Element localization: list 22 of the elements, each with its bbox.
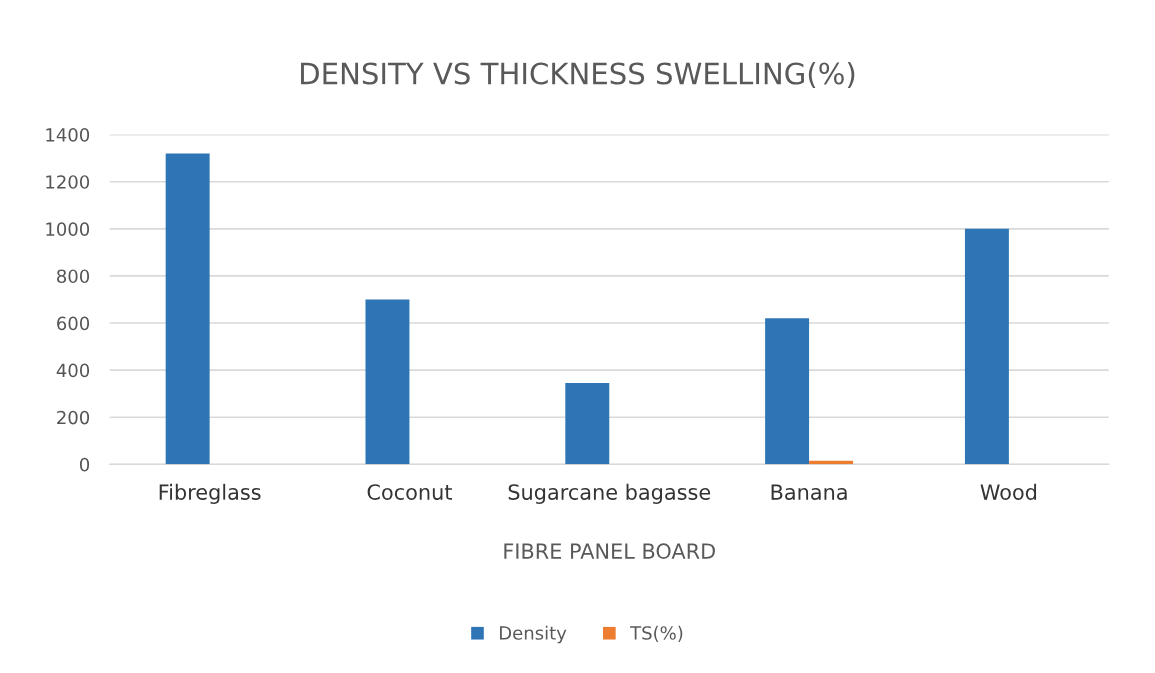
legend-label: Density	[500, 625, 567, 644]
bar	[365, 299, 410, 465]
x-tick-label: Coconut	[367, 484, 452, 500]
y-tick-label: 400	[56, 363, 90, 378]
y-tick-label: 1400	[46, 128, 90, 142]
y-tick-label: 1200	[46, 175, 90, 189]
bar	[165, 153, 210, 465]
x-axis-title: FIBRE PANEL BOARD	[504, 543, 715, 559]
y-tick-label: 1000	[46, 222, 90, 236]
y-tick-label: 800	[57, 269, 90, 284]
legend-label: TS(%)	[630, 625, 683, 642]
x-tick-label: Sugarcane bagasse	[508, 483, 711, 504]
chart-title: DENSITY VS THICKNESS SWELLING(%)	[301, 61, 855, 88]
y-tick-label: 0	[79, 457, 90, 472]
y-tick-label: 200	[57, 410, 90, 425]
x-tick-label: Banana	[771, 484, 847, 500]
bar	[964, 228, 1009, 465]
x-tick-label: Wood	[980, 483, 1037, 500]
y-tick-label: 600	[57, 316, 90, 331]
bar	[565, 383, 610, 465]
x-tick-label: Fibreglass	[159, 483, 261, 504]
bar	[765, 318, 810, 465]
